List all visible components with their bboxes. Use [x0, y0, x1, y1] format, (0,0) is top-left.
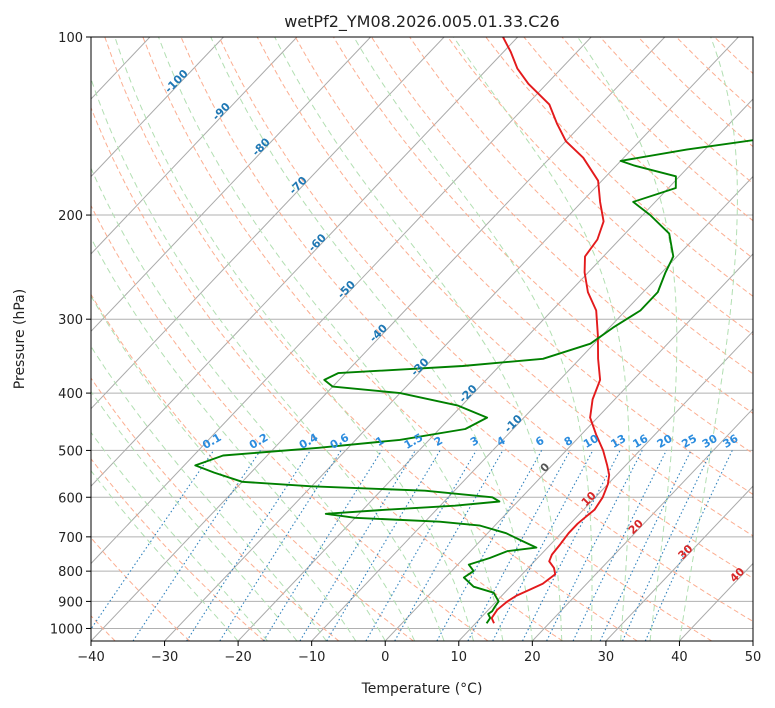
y-tick-label: 1000 [50, 622, 83, 637]
x-tick-label: −20 [224, 650, 251, 665]
isotherm-line [531, 407, 753, 641]
y-tick-label: 100 [58, 31, 83, 46]
dry-adiabat-line [142, 37, 713, 641]
moist-adiabat-line [91, 77, 445, 641]
dry-adiabat-line [91, 536, 191, 641]
dewpoint-profile-line [194, 139, 753, 624]
isotherm-line [91, 37, 224, 178]
y-axis-label: Pressure (hPa) [12, 289, 28, 389]
dry-adiabat-line [218, 37, 753, 579]
dry-adiabat-line [294, 37, 753, 495]
x-tick-label: 10 [451, 650, 468, 665]
chart-title: wetPf2_YM08.2026.005.01.33.C26 [284, 12, 560, 32]
isotherm-line [237, 98, 753, 641]
isotherm-line [91, 37, 519, 487]
moist-adiabat-line [91, 345, 327, 641]
isotherm-line [458, 330, 753, 641]
moist-adiabat-line [274, 37, 563, 641]
moist-adiabat-line [114, 37, 474, 641]
y-tick-label: 200 [58, 209, 83, 224]
x-tick-label: 30 [598, 650, 615, 665]
y-tick-label: 400 [58, 387, 83, 402]
dry-adiabat-line [447, 37, 753, 336]
y-tick-label: 900 [58, 595, 83, 610]
profile-series [194, 37, 753, 624]
moist-adiabat-lines [91, 37, 738, 641]
dry-adiabat-line [180, 37, 753, 622]
moist-adiabat-line [158, 37, 504, 641]
mixing-ratio-line [91, 450, 215, 630]
moist-adiabat-line [678, 37, 738, 641]
isotherm-line [91, 37, 371, 333]
x-tick-label: −10 [298, 650, 325, 665]
isotherm-line [384, 253, 753, 641]
moist-adiabat-line [577, 37, 678, 641]
dry-adiabat-line [104, 37, 638, 641]
mixing-ratio-line [394, 450, 504, 641]
x-tick-label: 50 [745, 650, 762, 665]
mixing-ratio-line [132, 450, 261, 641]
mixing-ratio-line [263, 450, 383, 641]
y-tick-label: 800 [58, 565, 83, 580]
mixing-ratio-line [467, 450, 571, 641]
isotherm-line [605, 485, 753, 641]
mixing-ratio-line [299, 450, 416, 641]
mixing-ratio-line [186, 450, 311, 641]
isotherm-line [91, 37, 445, 410]
moist-adiabat-line [91, 470, 239, 641]
dry-adiabat-line [91, 106, 563, 641]
mixing-ratio-line [546, 450, 643, 641]
x-tick-label: −40 [77, 650, 104, 665]
isotherm-line [91, 37, 666, 641]
dry-adiabat-line [91, 457, 265, 641]
x-tick-label: 20 [524, 650, 541, 665]
temperature-profile-line [490, 37, 611, 624]
axes: −40 −30 −20 −10 0 10 20 30 40 50 100 200 300 400 500 60… [50, 31, 761, 665]
y-tick-label: 700 [58, 531, 83, 546]
x-tick-label: 40 [671, 650, 688, 665]
x-tick-label: −30 [151, 650, 178, 665]
isotherm-line [164, 37, 739, 641]
moist-adiabat-line [91, 236, 386, 641]
mixing-ratio-lines [91, 450, 733, 641]
isotherm-line [91, 37, 592, 565]
y-tick-label: 300 [58, 313, 83, 328]
y-tick-label: 500 [58, 444, 83, 459]
mixing-ratio-line [436, 450, 543, 641]
mixing-ratio-line [219, 450, 342, 641]
moist-adiabat-line [210, 37, 533, 641]
moist-adiabat-line [453, 37, 630, 641]
dry-adiabat-line [371, 37, 753, 414]
moist-adiabat-line [91, 431, 268, 641]
y-tick-label: 600 [58, 491, 83, 506]
x-tick-label: 0 [381, 650, 389, 665]
mixing-ratio-line [522, 450, 621, 641]
moist-adiabat-line [91, 295, 357, 641]
moist-adiabat-line [353, 37, 593, 641]
dry-adiabat-line [256, 37, 753, 537]
x-axis-label: Temperature (°C) [361, 681, 483, 697]
mixing-ratio-line [644, 450, 733, 641]
dry-adiabat-line [91, 293, 414, 641]
moist-adiabat-line [91, 390, 298, 641]
isotherm-line [91, 37, 298, 255]
isotherm-lines [91, 37, 753, 641]
plot-area [91, 37, 753, 641]
plot-frame [90, 36, 754, 642]
dry-adiabat-line [485, 37, 753, 297]
